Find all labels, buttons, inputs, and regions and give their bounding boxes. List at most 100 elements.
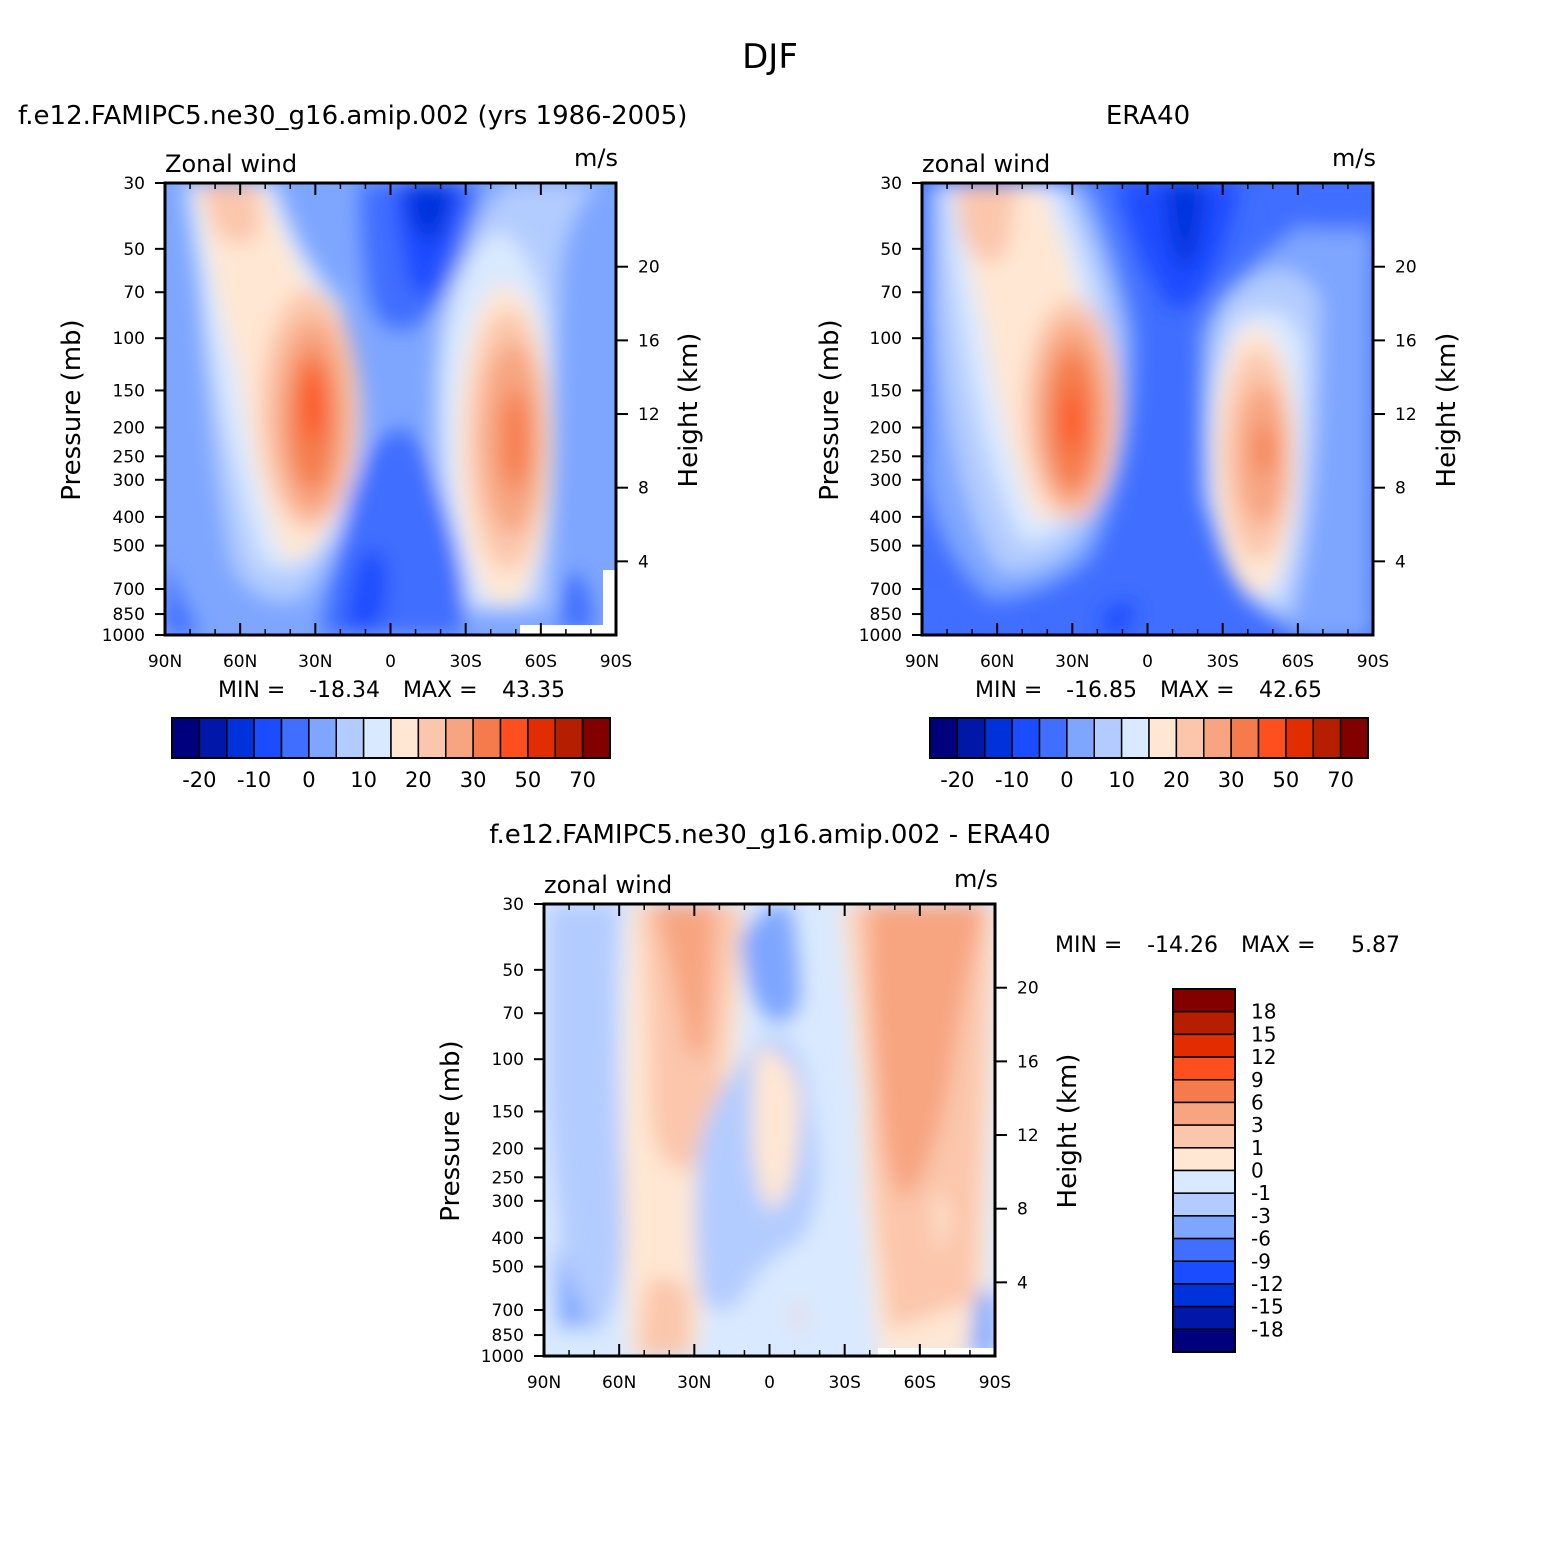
colorbar-label: -18 — [1251, 1317, 1284, 1341]
panel-model-ylabel: Pressure (mb) — [57, 319, 87, 500]
colorbar-swatch — [280, 717, 310, 759]
colorbar-label: -6 — [1251, 1227, 1271, 1251]
x-tick-label: 60S — [904, 1373, 936, 1393]
x-tick-label: 90S — [1357, 652, 1389, 672]
panel-model-min-label: MIN = — [218, 678, 285, 703]
panel-model-max-value: 43.35 — [502, 678, 565, 703]
panel-obs-min-value: -16.85 — [1066, 678, 1137, 703]
y-tick-label: 500 — [870, 537, 902, 557]
panel-model-min-value: -18.34 — [309, 678, 380, 703]
colorbar-swatch — [1148, 717, 1178, 759]
colorbar-swatch — [417, 717, 447, 759]
colorbar-swatch — [1172, 1147, 1236, 1172]
colorbar-label: -12 — [1251, 1272, 1284, 1296]
colorbar-swatch — [1339, 717, 1369, 759]
x-tick-label: 90N — [527, 1373, 561, 1393]
colorbar-swatch — [1066, 717, 1095, 759]
colorbar-frame — [1172, 988, 1236, 1353]
colorbar-swatch — [1038, 717, 1068, 759]
panel-diff-field — [544, 904, 995, 1356]
colorbar-label: 9 — [1251, 1068, 1264, 1092]
colorbar-label: 20 — [405, 768, 432, 792]
panel-obs-field — [922, 183, 1373, 635]
y-tick-label: 30 — [880, 174, 902, 194]
y-tick-label: 70 — [502, 1004, 524, 1024]
colorbar-label: 6 — [1251, 1090, 1264, 1114]
panel-diff-ylabel-right: Height (km) — [1053, 1054, 1083, 1209]
y-tick-label: 700 — [113, 580, 145, 600]
panel-obs: ERA40 zonal wind m/s — [815, 101, 1462, 792]
colorbar-label: -10 — [237, 768, 271, 792]
x-tick-label: 0 — [385, 652, 396, 672]
panel-model-colorbar: -20 -10 0 10 20 30 50 70 — [171, 717, 611, 792]
y-tick-label: 400 — [492, 1229, 524, 1249]
colorbar-label: 10 — [1108, 768, 1135, 792]
panel-diff-min-label: MIN = — [1055, 933, 1122, 958]
colorbar-label: 18 — [1251, 1000, 1276, 1024]
colorbar-label: -9 — [1251, 1249, 1271, 1273]
colorbar-label: -1 — [1251, 1181, 1271, 1205]
panel-model-axes: 90N 60N 30N 0 30S 60S 90S 30 50 70 100 150 200 250 300… — [102, 174, 660, 672]
colorbar-swatch — [226, 717, 255, 759]
colorbar-swatch — [1203, 717, 1232, 759]
y-tick-label: 500 — [113, 537, 145, 557]
y-tick-label: 300 — [492, 1192, 524, 1212]
colorbar-label: 0 — [1060, 768, 1073, 792]
colorbar-label: -15 — [1251, 1295, 1284, 1319]
colorbar-label: 30 — [460, 768, 487, 792]
x-tick-label: 60S — [525, 652, 557, 672]
y-tick-label: 250 — [870, 447, 902, 467]
x-tick-label: 60N — [602, 1373, 636, 1393]
y-right-tick-label: 16 — [1017, 1052, 1039, 1072]
colorbar-swatch — [1172, 1169, 1236, 1194]
y-tick-label: 150 — [492, 1102, 524, 1122]
colorbar-label: 12 — [1251, 1045, 1276, 1069]
y-tick-label: 1000 — [859, 626, 902, 646]
colorbar-label: -20 — [940, 768, 974, 792]
colorbar-label: 30 — [1218, 768, 1245, 792]
y-tick-label: 1000 — [481, 1347, 524, 1367]
colorbar-label: -3 — [1251, 1204, 1271, 1228]
colorbar-swatch — [1093, 717, 1123, 759]
panel-diff-max-value: 5.87 — [1351, 933, 1400, 958]
y-tick-label: 200 — [492, 1140, 524, 1160]
colorbar-swatch — [1230, 717, 1260, 759]
y-right-tick-label: 8 — [638, 479, 649, 499]
colorbar-swatch — [335, 717, 365, 759]
panel-obs-colorbar: -20 -10 0 10 20 30 50 70 — [929, 717, 1369, 792]
y-right-tick-label: 16 — [1395, 331, 1417, 351]
y-right-tick-label: 12 — [1017, 1126, 1039, 1146]
y-tick-label: 1000 — [102, 626, 145, 646]
y-tick-label: 700 — [492, 1301, 524, 1321]
y-right-tick-label: 12 — [638, 405, 660, 425]
panel-obs-axes: 90N 60N 30N 0 30S 60S 90S 30 50 70 100 150 200 250 300… — [859, 174, 1417, 672]
colorbar-swatch — [1172, 1124, 1236, 1149]
panel-obs-stats: MIN = -16.85 MAX = 42.65 — [975, 678, 1322, 703]
panel-obs-title: ERA40 — [1106, 101, 1190, 131]
y-right-tick-label: 4 — [638, 552, 649, 572]
y-tick-label: 850 — [113, 605, 145, 625]
colorbar-label: 50 — [1273, 768, 1300, 792]
panel-model-ylabel-right: Height (km) — [674, 333, 704, 488]
colorbar-label: 20 — [1163, 768, 1190, 792]
colorbar-swatch — [499, 717, 529, 759]
panel-diff-ylabel: Pressure (mb) — [436, 1040, 466, 1221]
panel-diff-stats: MIN = -14.26 MAX = 5.87 — [1055, 933, 1400, 958]
y-tick-label: 300 — [870, 471, 902, 491]
colorbar-swatch — [1172, 1079, 1236, 1104]
colorbar-swatch — [1172, 1101, 1236, 1126]
panel-model-field — [165, 183, 616, 635]
colorbar-frame — [171, 717, 611, 759]
x-tick-label: 30S — [1206, 652, 1238, 672]
colorbar-swatch — [171, 717, 201, 759]
y-tick-label: 250 — [113, 447, 145, 467]
colorbar-swatch — [929, 717, 959, 759]
colorbar-swatch — [308, 717, 337, 759]
y-tick-label: 70 — [880, 283, 902, 303]
y-tick-label: 200 — [870, 419, 902, 439]
panel-model-stats: MIN = -18.34 MAX = 43.35 — [218, 678, 565, 703]
panel-diff-title: f.e12.FAMIPC5.ne30_g16.amip.002 - ERA40 — [489, 820, 1050, 850]
x-tick-label: 0 — [764, 1373, 775, 1393]
y-tick-label: 300 — [113, 471, 145, 491]
